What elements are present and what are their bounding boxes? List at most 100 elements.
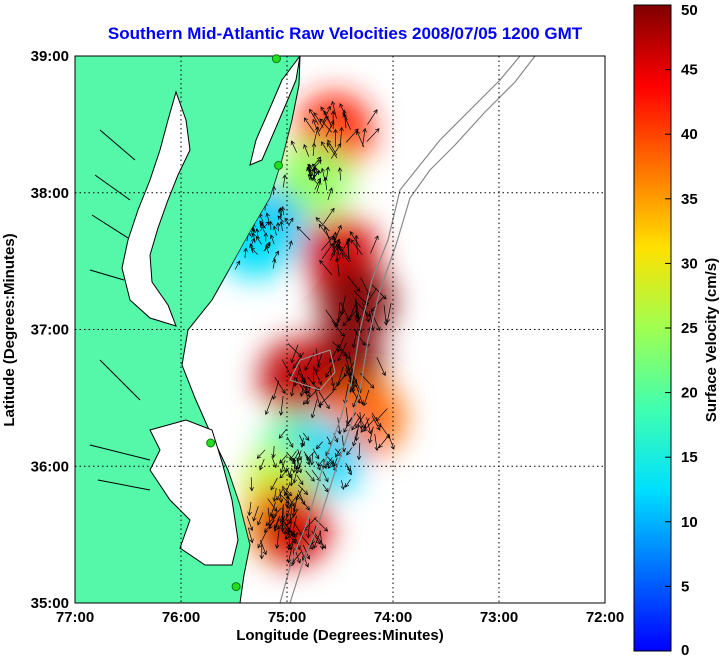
radar-station-marker[interactable] <box>231 582 241 592</box>
velocity-arrow <box>351 415 361 431</box>
velocity-arrow <box>255 228 260 239</box>
velocity-arrow <box>355 385 364 405</box>
velocity-arrow <box>347 275 361 293</box>
velocity-arrow <box>271 456 277 469</box>
velocity-arrow <box>264 520 275 533</box>
velocity-arrow <box>292 473 297 484</box>
velocity-arrow <box>273 250 280 260</box>
velocity-arrow <box>259 458 265 471</box>
velocity-arrow <box>314 389 322 409</box>
velocity-arrow <box>330 110 336 129</box>
velocity-arrow <box>356 442 362 461</box>
velocity-arrow <box>257 530 267 549</box>
velocity-arrow <box>277 208 283 219</box>
velocity-arrow <box>366 128 380 142</box>
velocity-arrow <box>319 259 333 276</box>
velocity-arrow <box>286 436 294 448</box>
colorbar-tick-label: 50 <box>681 2 698 19</box>
velocity-arrow <box>279 220 284 232</box>
velocity-arrow <box>278 428 287 439</box>
velocity-arrow <box>286 544 293 564</box>
velocity-arrow <box>318 223 331 240</box>
velocity-arrow <box>370 295 385 313</box>
velocity-arrow <box>272 487 277 503</box>
velocity-arrow <box>356 301 371 318</box>
velocity-arrow <box>327 187 333 201</box>
velocity-arrow <box>268 220 273 230</box>
velocity-arrow <box>284 521 293 541</box>
velocity-arrow <box>340 480 345 491</box>
velocity-arrow <box>314 177 322 190</box>
velocity-arrow <box>333 457 338 468</box>
velocity-arrow <box>330 238 340 257</box>
velocity-arrow <box>387 433 395 450</box>
velocity-arrow <box>369 310 375 332</box>
velocity-arrow <box>330 143 342 159</box>
velocity-arrow <box>325 120 335 137</box>
velocity-arrow <box>309 168 316 181</box>
velocity-arrow <box>256 449 266 459</box>
velocity-arrow <box>368 426 374 444</box>
velocity-arrow <box>263 232 269 242</box>
colorbar-tick-label: 5 <box>681 578 689 595</box>
radar-station-marker[interactable] <box>206 438 216 448</box>
velocity-arrow <box>249 477 254 492</box>
velocity-arrow <box>346 466 352 476</box>
velocity-arrow <box>311 365 316 386</box>
radar-station-marker[interactable] <box>271 54 281 64</box>
velocity-arrow <box>295 460 303 475</box>
velocity-arrow <box>300 437 305 448</box>
y-axis-label: Latitude (Degrees:Minutes) <box>1 233 18 426</box>
velocity-arrow <box>267 507 273 528</box>
velocity-arrow <box>267 498 278 512</box>
velocity-arrow <box>272 225 277 236</box>
velocity-arrow <box>355 413 366 429</box>
velocity-arrow <box>319 530 325 550</box>
velocity-arrow <box>326 142 338 159</box>
velocity-arrow <box>321 141 329 153</box>
velocity-vectors <box>231 100 395 568</box>
y-tick-label: 37:00 <box>31 322 69 339</box>
velocity-arrow <box>346 412 357 428</box>
velocity-arrow <box>275 221 281 232</box>
velocity-arrow <box>288 457 296 465</box>
radar-station-marker[interactable] <box>274 160 284 170</box>
y-tick-label: 39:00 <box>31 48 69 65</box>
velocity-arrow <box>330 243 340 261</box>
map-title: Southern Mid-Atlantic Raw Velocities 200… <box>107 24 583 43</box>
velocity-arrow <box>374 433 379 452</box>
velocity-arrow <box>349 231 361 248</box>
velocity-arrow <box>273 515 281 530</box>
velocity-arrow <box>311 142 317 157</box>
velocity-arrow <box>321 235 335 251</box>
velocity-arrow <box>313 366 322 386</box>
velocity-arrow <box>385 302 392 324</box>
velocity-arrow <box>333 128 338 148</box>
velocity-arrow <box>234 260 241 270</box>
velocity-arrow <box>371 312 381 332</box>
velocity-arrow <box>346 447 353 456</box>
velocity-arrow <box>259 543 264 560</box>
velocity-arrow <box>306 451 316 461</box>
velocity-arrow <box>336 343 351 360</box>
velocity-arrow <box>247 527 254 544</box>
x-tick-label: 72:00 <box>586 609 624 626</box>
velocity-arrow <box>289 450 297 461</box>
velocity-arrow <box>257 512 264 526</box>
velocity-arrow <box>292 493 299 513</box>
velocity-arrow <box>298 364 306 384</box>
velocity-arrow <box>297 484 309 496</box>
velocity-arrow <box>272 258 277 269</box>
velocity-arrow <box>297 494 310 511</box>
velocity-arrow <box>247 501 252 517</box>
velocity-arrow <box>336 333 346 353</box>
velocity-arrow <box>344 479 351 488</box>
velocity-arrow <box>260 223 265 233</box>
velocity-arrow <box>306 518 311 539</box>
velocity-arrow <box>309 453 315 466</box>
velocity-arrow <box>279 467 290 479</box>
velocity-arrow <box>325 166 330 180</box>
velocity-arrow <box>311 530 321 545</box>
isobath-contour <box>289 349 336 391</box>
velocity-arrow <box>246 515 254 532</box>
